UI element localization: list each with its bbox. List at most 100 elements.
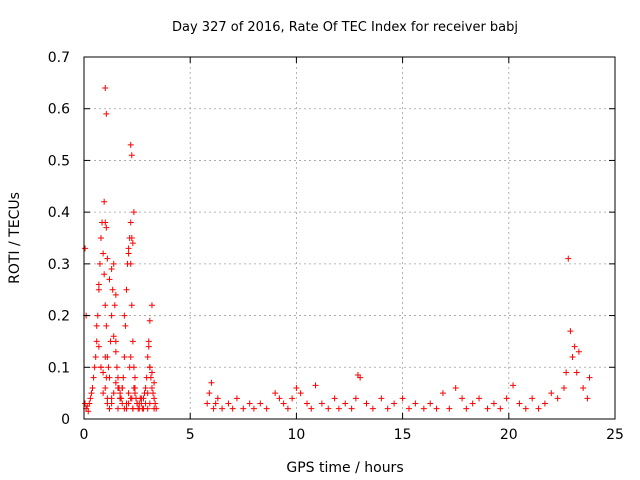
data-point [214, 395, 221, 402]
data-point [225, 400, 232, 407]
data-point [128, 152, 135, 159]
data-point [289, 395, 296, 402]
data-point [114, 374, 121, 381]
x-axis-label: GPS time / hours [286, 460, 403, 476]
data-point [384, 405, 391, 412]
data-point [348, 405, 355, 412]
data-point [476, 395, 483, 402]
data-point [129, 338, 136, 345]
data-point [378, 395, 385, 402]
data-point [363, 400, 370, 407]
data-point [208, 379, 215, 386]
data-point [369, 405, 376, 412]
data-point [134, 400, 141, 407]
data-point [446, 405, 453, 412]
data-point [463, 405, 470, 412]
data-point [516, 400, 523, 407]
data-point [459, 395, 466, 402]
data-point [580, 384, 587, 391]
data-point [130, 384, 137, 391]
data-point [100, 369, 107, 376]
data-point [112, 291, 119, 298]
data-point [573, 369, 580, 376]
data-point [102, 302, 109, 309]
data-point [112, 379, 119, 386]
data-point [105, 364, 112, 371]
data-point [144, 353, 151, 360]
data-point [100, 250, 107, 257]
data-point [484, 405, 491, 412]
data-point [102, 219, 109, 226]
data-point [257, 400, 264, 407]
x-tick-label: 15 [394, 427, 412, 443]
data-point [452, 384, 459, 391]
x-axis-ticks: 0 5 10 15 20 25 [80, 57, 624, 443]
data-point [125, 390, 132, 397]
data-point [142, 384, 149, 391]
data-point [229, 405, 236, 412]
data-point [111, 302, 118, 309]
data-point [150, 390, 157, 397]
data-point [123, 405, 130, 412]
data-point [114, 384, 121, 391]
data-point [127, 260, 134, 267]
data-point [112, 348, 119, 355]
data-point [233, 395, 240, 402]
plot-frame [83, 56, 616, 420]
data-point [90, 374, 97, 381]
data-point [129, 240, 136, 247]
data-point [92, 353, 99, 360]
data-point [108, 395, 115, 402]
data-point [246, 400, 253, 407]
data-point [122, 322, 129, 329]
data-point [95, 343, 102, 350]
data-point [104, 255, 111, 262]
data-point [293, 384, 300, 391]
data-point [427, 400, 434, 407]
x-tick-label: 25 [606, 427, 624, 443]
data-point [93, 322, 100, 329]
y-tick-label: 0.7 [48, 50, 70, 66]
data-point [145, 338, 152, 345]
data-point [131, 374, 138, 381]
data-point [212, 400, 219, 407]
data-point [280, 400, 287, 407]
data-point [97, 364, 104, 371]
data-point [510, 382, 517, 389]
data-point [101, 271, 108, 278]
data-point [128, 302, 135, 309]
data-point [304, 400, 311, 407]
data-point [97, 235, 104, 241]
data-point [110, 260, 117, 267]
data-point [391, 400, 398, 407]
data-point [148, 384, 155, 391]
data-point [88, 390, 95, 397]
data-point [114, 405, 121, 412]
data-point [144, 405, 151, 412]
data-point [125, 245, 132, 252]
data-point [87, 395, 94, 402]
data-point [110, 390, 117, 397]
data-point [108, 266, 115, 273]
data-point [151, 379, 158, 386]
data-point [117, 390, 124, 397]
data-point [95, 286, 102, 293]
data-point [130, 209, 137, 216]
data-point [399, 395, 406, 402]
data-point [103, 374, 110, 381]
data-point [152, 400, 159, 407]
y-axis-label: ROTI / TECUs [7, 192, 23, 284]
data-point [106, 276, 113, 283]
data-point [126, 364, 133, 371]
data-point [95, 281, 102, 288]
data-point [100, 390, 107, 397]
data-point [91, 364, 98, 371]
data-point [352, 395, 359, 402]
data-point [412, 400, 419, 407]
data-point [433, 405, 440, 412]
data-point [272, 390, 279, 397]
data-point [128, 235, 135, 241]
data-point [103, 110, 110, 117]
data-point [240, 405, 247, 412]
data-point [263, 405, 270, 412]
